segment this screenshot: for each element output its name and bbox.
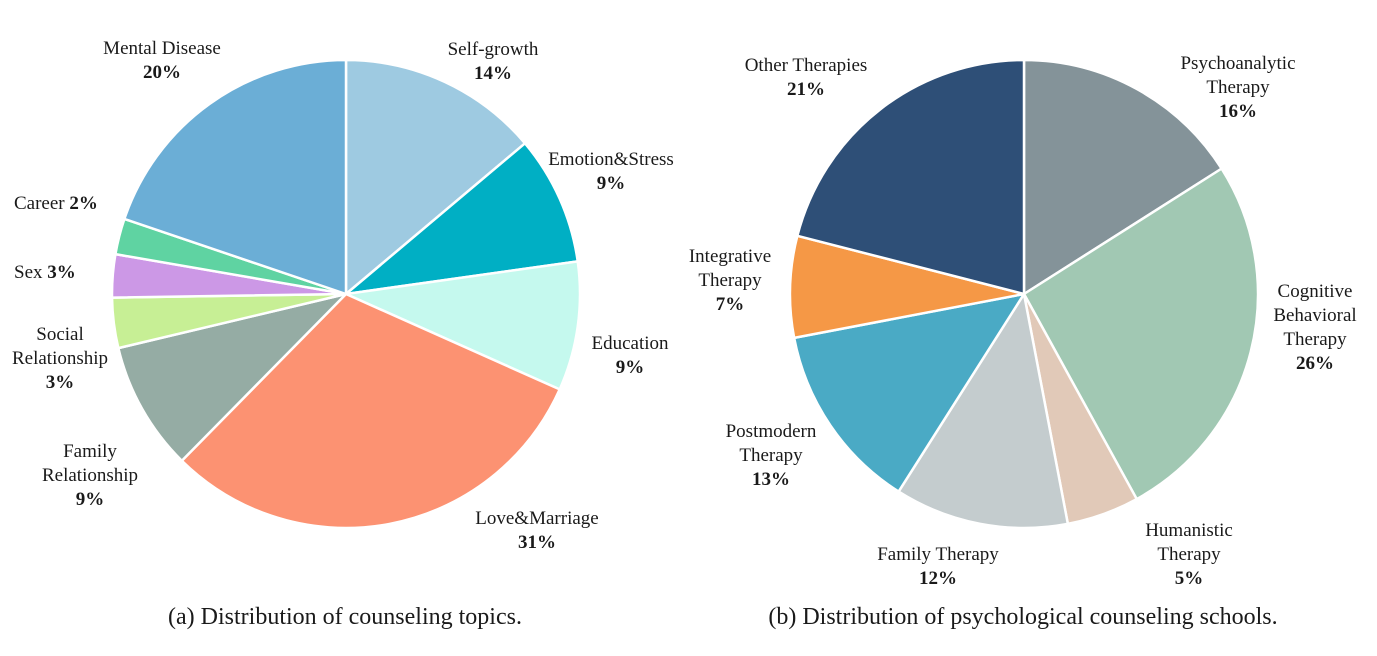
pie-slice-self-growth (344, 58, 527, 296)
label-humanistic-line2: Therapy (1157, 544, 1221, 565)
pie-slice-education (344, 260, 582, 391)
pct-other-therapies: 21% (787, 79, 825, 100)
label-family-relationship-line2: Relationship (42, 465, 138, 486)
label-cbt-line2: Behavioral (1273, 305, 1356, 326)
label-social-relationship-line1: Social (36, 324, 84, 345)
label-humanistic-line1: Humanistic (1145, 520, 1233, 541)
pie-slice-postmodern-therapy (792, 292, 1026, 493)
pct-humanistic: 5% (1175, 568, 1204, 589)
pct-integrative: 7% (716, 294, 745, 315)
label-family-therapy: Family Therapy (877, 544, 999, 565)
pie-slice-other-therapies (796, 58, 1026, 296)
label-psychoanalytic-line2: Therapy (1206, 77, 1270, 98)
pie-slice-integrative-therapy (788, 234, 1026, 340)
pie-slice-psychoanalytic-therapy (1022, 58, 1223, 296)
pct-love-marriage: 31% (518, 532, 556, 553)
label-self-growth: Self-growth (448, 39, 539, 60)
pct-postmodern: 13% (752, 469, 790, 490)
label-integrative-line1: Integrative (689, 246, 771, 267)
label-love-marriage: Love&Marriage (475, 508, 598, 529)
pie-chart-counseling-schools: Psychoanalytic Therapy 16% Cognitive Beh… (689, 53, 1357, 630)
pct-self-growth: 14% (474, 63, 512, 84)
pie-slice-cognitive-behavioral-therapy (1022, 167, 1260, 501)
label-psychoanalytic-line1: Psychoanalytic (1180, 53, 1295, 74)
pct-education: 9% (616, 357, 645, 378)
pie-slice-family-therapy (897, 292, 1070, 530)
label-sex: Sex 3% (14, 262, 76, 283)
label-postmodern-line1: Postmodern (726, 421, 817, 442)
caption-a: (a) Distribution of counseling topics. (168, 604, 522, 630)
label-cbt-line3: Therapy (1283, 329, 1347, 350)
pct-emotion-stress: 9% (597, 173, 626, 194)
label-social-relationship-line2: Relationship (12, 348, 108, 369)
pct-cbt: 26% (1296, 353, 1334, 374)
pct-psychoanalytic: 16% (1219, 101, 1257, 122)
pct-mental-disease: 20% (143, 62, 181, 83)
label-emotion-stress: Emotion&Stress (548, 149, 674, 170)
pie-slice-mental-disease (123, 58, 348, 296)
label-education: Education (591, 333, 669, 354)
label-other-therapies: Other Therapies (745, 55, 868, 76)
label-mental-disease: Mental Disease (103, 38, 221, 59)
label-postmodern-line2: Therapy (739, 445, 803, 466)
pie-slice-love-marriage (180, 292, 561, 530)
label-cbt-line1: Cognitive (1278, 281, 1353, 302)
label-career: Career 2% (14, 193, 98, 214)
pct-family-therapy: 12% (919, 568, 957, 589)
pie-slice-emotion-stress (344, 142, 579, 296)
pct-social-relationship: 3% (46, 372, 75, 393)
label-family-relationship-line1: Family (63, 441, 117, 462)
caption-b: (b) Distribution of psychological counse… (768, 604, 1277, 630)
pct-family-relationship: 9% (76, 489, 105, 510)
label-integrative-line2: Therapy (698, 270, 762, 291)
pie-chart-counseling-topics: Self-growth 14% Emotion&Stress 9% Educat… (12, 38, 674, 630)
